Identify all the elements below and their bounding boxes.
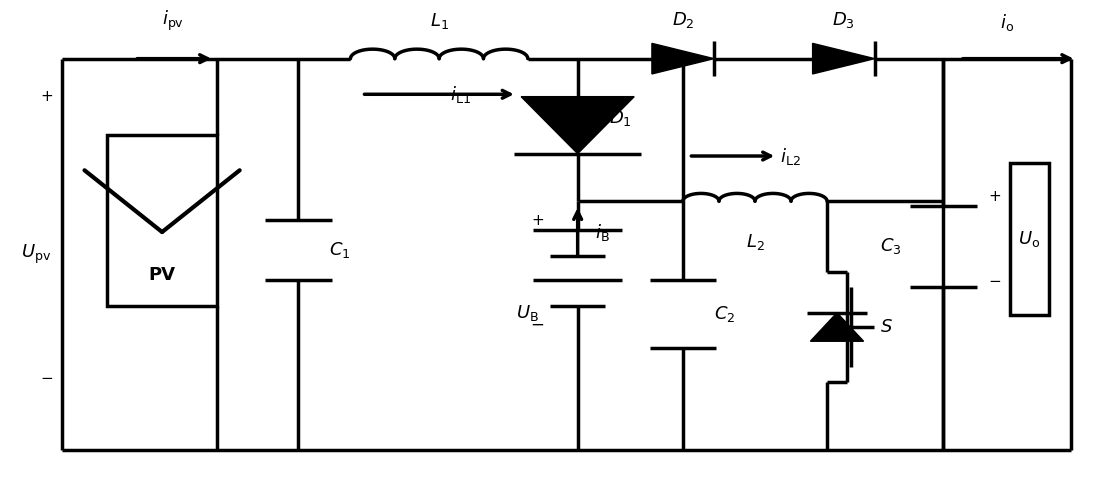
Text: $D_1$: $D_1$ [609, 108, 631, 128]
Text: $i_{\rm L1}$: $i_{\rm L1}$ [450, 84, 471, 105]
Polygon shape [521, 97, 634, 153]
Text: PV: PV [149, 266, 176, 284]
Text: $D_3$: $D_3$ [832, 10, 855, 30]
Text: $i_{\rm pv}$: $i_{\rm pv}$ [162, 8, 184, 33]
Text: +: + [532, 213, 544, 228]
Text: $C_2$: $C_2$ [714, 304, 735, 324]
Text: $C_3$: $C_3$ [880, 236, 901, 256]
Text: $S$: $S$ [880, 318, 893, 336]
Text: −: − [989, 274, 1001, 289]
Polygon shape [652, 43, 714, 74]
Text: −: − [531, 315, 544, 334]
Text: $i_{\rm L2}$: $i_{\rm L2}$ [780, 145, 801, 166]
Text: $i_{\rm o}$: $i_{\rm o}$ [1000, 11, 1014, 33]
Text: $L_1$: $L_1$ [430, 11, 449, 31]
Text: $U_{\rm B}$: $U_{\rm B}$ [516, 303, 539, 323]
Text: $U_{\rm pv}$: $U_{\rm pv}$ [21, 243, 51, 266]
Text: +: + [41, 89, 53, 104]
Polygon shape [812, 43, 874, 74]
Text: −: − [41, 370, 53, 386]
Text: +: + [989, 189, 1001, 204]
Bar [107, 135, 218, 305]
Text: $U_{\rm o}$: $U_{\rm o}$ [1018, 229, 1040, 249]
Text: $L_2$: $L_2$ [745, 232, 764, 252]
Polygon shape [810, 313, 863, 341]
Bar [1010, 163, 1049, 315]
Text: $D_2$: $D_2$ [672, 10, 694, 30]
Text: $C_1$: $C_1$ [330, 240, 351, 260]
Text: $i_{\rm B}$: $i_{\rm B}$ [595, 221, 610, 242]
